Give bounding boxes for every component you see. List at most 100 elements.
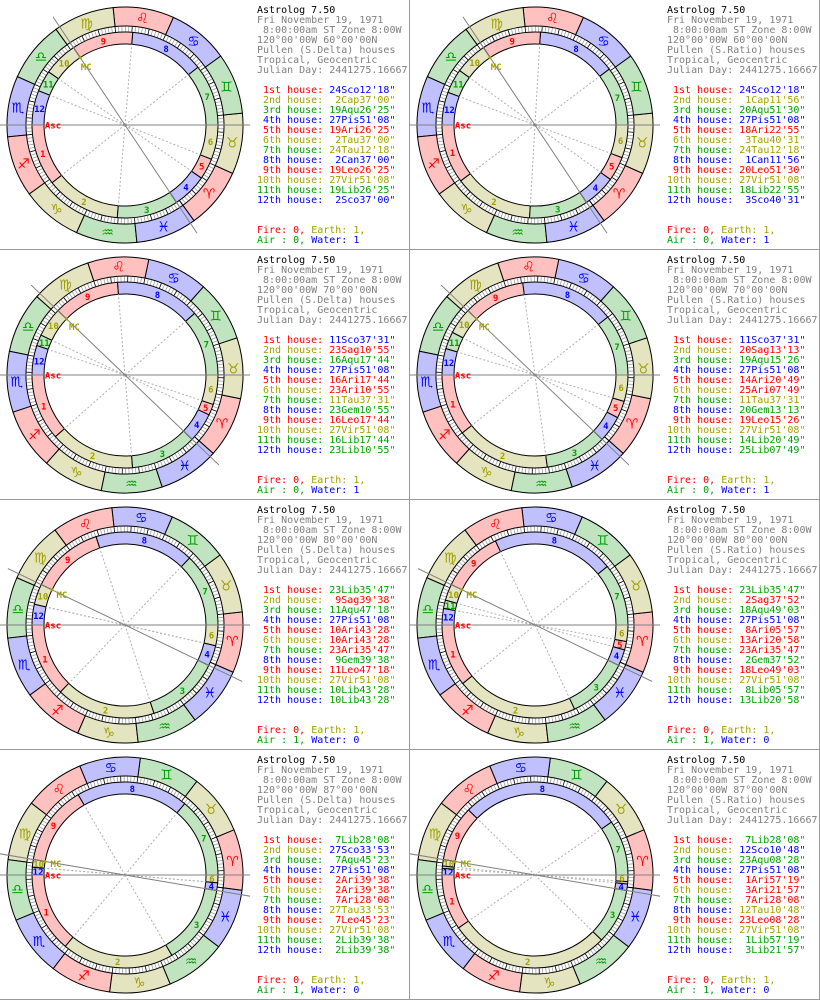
degree-tick — [608, 563, 613, 568]
degree-tick — [624, 846, 630, 849]
degree-tick — [574, 785, 578, 791]
house-number: 10 — [448, 591, 459, 601]
midheaven-axis — [7, 568, 243, 682]
degree-tick — [162, 34, 166, 40]
house-cusp-line — [523, 294, 536, 376]
degree-tick — [465, 804, 470, 809]
degree-tick — [163, 959, 167, 965]
degree-tick — [209, 415, 214, 418]
degree-tick — [625, 101, 631, 104]
degree-tick — [509, 779, 512, 785]
house-number: 4 — [619, 883, 625, 893]
degree-tick — [208, 830, 214, 834]
degree-tick — [202, 69, 208, 74]
degree-tick — [449, 171, 455, 175]
house-cusp-row: 2nd house: 2Cap37'00" — [257, 96, 408, 106]
chart-location: 120°00'00W 60°00'00N — [667, 35, 788, 46]
gemini-icon: ♊︎ — [186, 533, 199, 549]
midheaven-axis — [417, 568, 653, 682]
water-count: Water: 1 — [311, 235, 359, 246]
house-cusp-value: 27Pis51'08" — [329, 865, 396, 876]
house-cusp-value: 3Tau40'31" — [745, 135, 806, 146]
degree-tick — [200, 566, 205, 570]
degree-tick — [136, 777, 139, 783]
element-counts-row-2: Air : 1, Water: 0 — [257, 986, 408, 996]
degree-tick — [108, 967, 111, 973]
degree-tick — [29, 397, 35, 400]
fire-count: Fire: 0, — [667, 975, 721, 986]
degree-tick — [622, 406, 628, 409]
house-cusp-row: 6th house: 10Ari43'28" — [257, 636, 408, 646]
sign-segment-ari: ♈︎ — [182, 164, 234, 222]
house-label: 2nd house: — [263, 595, 324, 606]
degree-tick — [29, 851, 35, 854]
degree-tick — [561, 714, 564, 720]
degree-tick — [146, 215, 149, 221]
pisces-icon: ♓︎ — [567, 219, 580, 235]
house-cusp-line — [534, 374, 547, 456]
gemini-icon: ♊︎ — [209, 308, 222, 324]
degree-tick — [69, 293, 73, 299]
degree-tick — [207, 917, 213, 921]
degree-tick — [144, 966, 147, 972]
house-cusp-value: 7Leo45'23" — [335, 915, 396, 926]
degree-tick — [471, 696, 476, 702]
degree-tick — [590, 949, 594, 955]
degree-tick — [442, 156, 448, 159]
degree-tick — [202, 426, 208, 430]
degree-tick — [208, 330, 214, 334]
degree-tick — [513, 778, 516, 784]
degree-tick — [520, 277, 522, 283]
sign-segment-aqu: ♒︎ — [100, 468, 163, 494]
house-label: 12th house: — [667, 445, 734, 456]
degree-tick — [157, 962, 160, 968]
water-value: 0 — [353, 985, 360, 996]
degree-tick — [173, 790, 177, 796]
degree-tick — [572, 210, 576, 216]
degree-tick — [479, 543, 483, 549]
spacer — [667, 706, 818, 716]
degree-tick — [581, 705, 586, 711]
pisces-icon: ♓︎ — [157, 219, 170, 235]
degree-tick — [28, 644, 34, 647]
house-cusp-row: 8th house: 2Gem37'52" — [667, 656, 818, 666]
degree-tick — [200, 67, 206, 71]
degree-tick — [592, 47, 597, 52]
earth-value: 1 — [763, 975, 770, 986]
degree-tick — [600, 691, 605, 696]
degree-tick — [93, 213, 97, 219]
house-cusp-value: 27Pis51'08" — [739, 365, 806, 376]
house-cusp-row: 1st house: 23Lib35'47" — [667, 586, 818, 596]
air-label: Air : — [667, 985, 704, 996]
earth-count: Earth: 1, — [721, 225, 775, 236]
separator: , — [709, 475, 722, 486]
house-number: 1 — [41, 402, 46, 412]
degree-tick — [621, 836, 627, 840]
degree-tick — [217, 134, 223, 137]
degree-tick — [597, 443, 602, 449]
degree-tick — [185, 695, 190, 701]
degree-tick — [184, 298, 189, 304]
degree-tick — [518, 717, 520, 723]
house-label: 3rd house: — [263, 105, 324, 116]
degree-tick — [442, 907, 448, 910]
degree-tick — [570, 461, 573, 467]
degree-tick — [547, 217, 549, 223]
degree-tick — [199, 816, 205, 820]
degree-tick — [619, 583, 625, 587]
degree-tick — [194, 59, 199, 63]
degree-tick — [470, 799, 475, 805]
degree-tick — [152, 280, 156, 287]
house-cusp-row: 3rd house: 23Aqu08'28" — [667, 856, 818, 866]
element-counts-row-1: Fire: 0, Earth: 1, — [257, 726, 408, 736]
degree-tick — [41, 674, 47, 679]
degree-tick — [104, 466, 107, 472]
degree-tick — [489, 957, 493, 963]
house-cusp-row: 4th house: 27Pis51'08" — [257, 116, 408, 126]
degree-tick — [217, 387, 223, 389]
degree-tick — [198, 563, 203, 568]
degree-tick — [440, 344, 447, 348]
degree-tick — [444, 84, 450, 88]
degree-tick — [456, 314, 462, 319]
